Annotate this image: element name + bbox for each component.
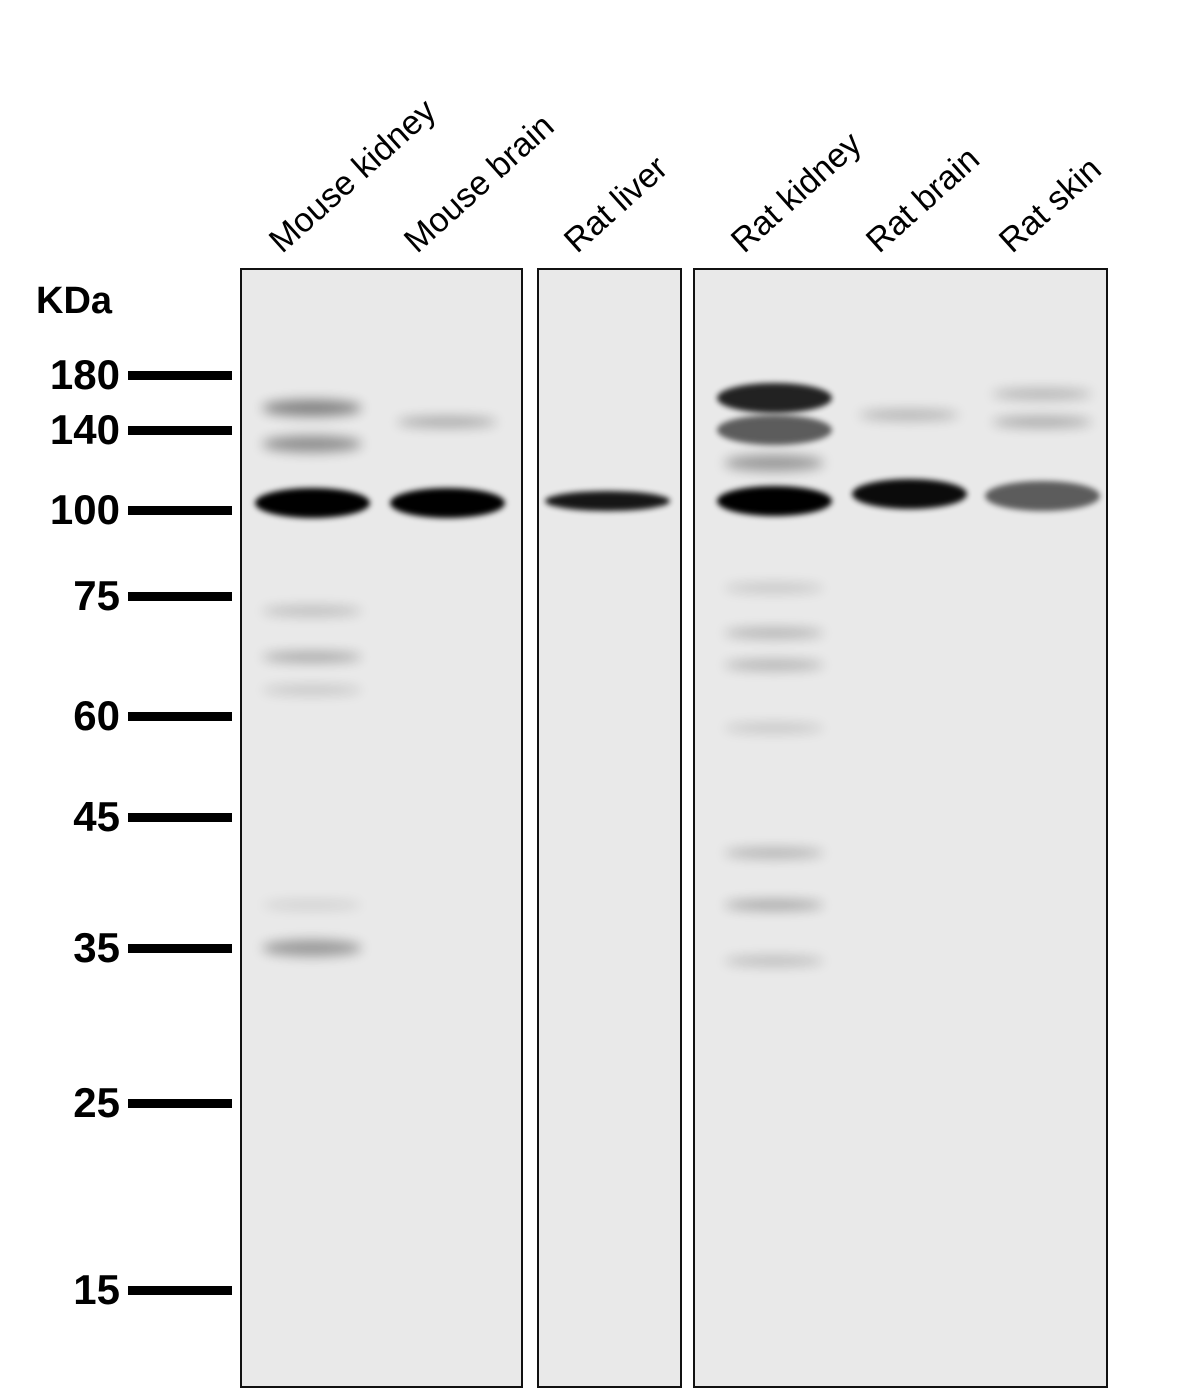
protein-band xyxy=(724,956,824,967)
protein-band xyxy=(724,722,824,733)
lane-label: Rat kidney xyxy=(723,124,869,261)
marker-bar xyxy=(128,813,232,822)
protein-band xyxy=(724,628,824,639)
protein-band xyxy=(397,417,497,428)
lane-label: Rat brain xyxy=(858,139,987,261)
marker-bar xyxy=(128,371,232,380)
protein-band xyxy=(389,487,505,518)
protein-band xyxy=(262,605,362,616)
marker-bar xyxy=(128,1099,232,1108)
protein-band xyxy=(544,490,670,511)
protein-band xyxy=(984,481,1100,512)
protein-band xyxy=(724,583,824,594)
marker-bar xyxy=(128,944,232,953)
lane-label: Rat skin xyxy=(991,149,1109,261)
marker-label: 45 xyxy=(73,793,120,840)
protein-band xyxy=(724,659,824,670)
protein-band xyxy=(262,940,362,956)
protein-band xyxy=(262,399,362,416)
marker-bar xyxy=(128,506,232,515)
protein-band xyxy=(992,417,1092,428)
protein-band xyxy=(262,435,362,452)
blot-panel-3 xyxy=(693,268,1108,1388)
marker-label: 60 xyxy=(73,692,120,739)
marker-label: 25 xyxy=(73,1079,120,1126)
blot-panel-2 xyxy=(537,268,682,1388)
marker-label: 100 xyxy=(49,486,120,533)
protein-band xyxy=(262,651,362,662)
marker-label: 75 xyxy=(73,572,120,619)
marker-label: 140 xyxy=(49,406,120,453)
marker-bar xyxy=(128,712,232,721)
unit-label: KDa xyxy=(36,280,113,322)
protein-band xyxy=(859,409,959,420)
blot-panel-1 xyxy=(240,268,523,1388)
protein-band xyxy=(262,684,362,695)
marker-bar xyxy=(128,426,232,435)
protein-band xyxy=(992,389,1092,400)
protein-band xyxy=(716,415,832,445)
protein-band xyxy=(716,485,832,516)
protein-band xyxy=(851,478,967,509)
protein-band xyxy=(724,454,824,471)
protein-band xyxy=(716,383,832,414)
protein-band xyxy=(724,847,824,858)
protein-band xyxy=(724,900,824,911)
marker-label: 35 xyxy=(73,924,120,971)
protein-band xyxy=(262,900,362,911)
marker-bar xyxy=(128,1286,232,1295)
protein-band xyxy=(254,487,370,518)
marker-label: 180 xyxy=(49,351,120,398)
lane-label: Rat liver xyxy=(556,148,676,261)
marker-label: 15 xyxy=(73,1266,120,1313)
marker-bar xyxy=(128,592,232,601)
